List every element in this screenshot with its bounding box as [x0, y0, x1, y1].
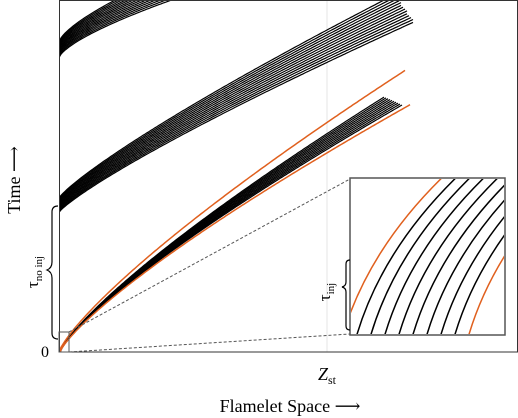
curve — [59, 104, 403, 352]
curve — [59, 104, 411, 352]
curve — [59, 0, 391, 200]
curve — [59, 17, 412, 211]
curve — [454, 234, 504, 334]
inset-curves — [351, 179, 504, 334]
curve — [59, 10, 408, 208]
curve — [59, 0, 120, 44]
curve — [384, 179, 484, 334]
curve — [398, 179, 498, 334]
zoom-line — [68, 178, 351, 333]
curves — [59, 0, 414, 352]
brace — [45, 205, 59, 340]
zoom-line — [68, 333, 351, 353]
curve — [59, 0, 153, 54]
y-axis-label: Time ⟶ — [4, 146, 24, 214]
curve — [59, 8, 406, 207]
curve — [59, 2, 402, 203]
tau-inj: τinj — [315, 283, 337, 301]
curve — [59, 4, 402, 204]
x-tick-label: Zst — [318, 364, 337, 387]
x-axis-label: Flamelet Space ⟶ — [220, 396, 361, 416]
curve — [59, 0, 163, 56]
zoom-box — [58, 331, 70, 353]
curve — [59, 0, 148, 52]
curve — [59, 0, 135, 49]
curve — [59, 0, 124, 45]
curve — [59, 0, 174, 58]
curve — [59, 0, 397, 201]
tau-no-inj: τno inj — [23, 256, 45, 288]
curve — [356, 179, 456, 334]
inset-frame — [349, 177, 506, 336]
curve — [59, 0, 386, 199]
curve — [59, 0, 144, 51]
curve — [59, 6, 404, 205]
curve — [351, 179, 442, 314]
curve — [59, 69, 406, 352]
curve — [370, 179, 470, 334]
curve — [59, 0, 400, 202]
curve — [59, 0, 140, 50]
curve — [59, 0, 168, 57]
curve — [59, 103, 401, 352]
curve — [440, 216, 504, 334]
curve — [59, 21, 414, 213]
origin-label: 0 — [41, 344, 49, 361]
curve — [59, 13, 408, 209]
curve — [59, 0, 158, 55]
brace — [341, 259, 351, 331]
curve — [59, 18, 414, 212]
curve — [59, 0, 117, 43]
curve — [412, 184, 504, 334]
curve — [59, 0, 128, 46]
curve — [468, 255, 504, 334]
curve — [426, 199, 504, 334]
curve — [59, 15, 410, 210]
